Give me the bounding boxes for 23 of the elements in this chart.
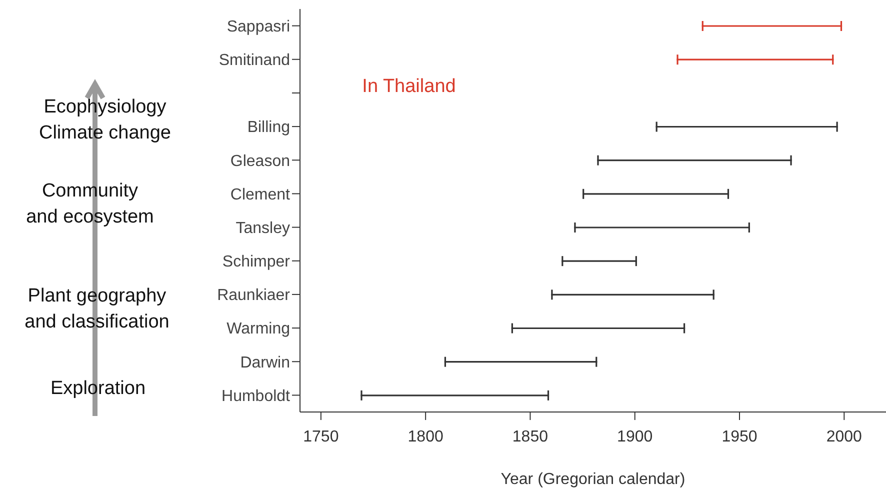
text: Ecophysiology Climate change [38, 95, 172, 145]
x-tick-label: 2000 [826, 428, 862, 446]
x-tick-label: 1900 [617, 428, 653, 446]
y-tick-label: Warming [226, 320, 290, 338]
y-tick-label: Schimper [222, 254, 291, 271]
y-tick-label: Gleason [230, 152, 290, 170]
x-tick-label: 1950 [722, 428, 758, 446]
y-tick-label: Raunkiaer [217, 287, 291, 304]
y-tick-label: Darwin [240, 354, 290, 372]
text: Exploration [50, 377, 146, 402]
x-axis-title: Year (Gregorian calendar) [500, 471, 686, 488]
text: Plant geography and classification [24, 284, 170, 334]
y-tick-label: Sappasri [226, 18, 290, 36]
y-tick-label: Billing [247, 119, 290, 136]
x-tick-label: 1800 [408, 428, 444, 446]
y-tick-label: Tansley [236, 220, 290, 237]
y-tick-label: Smitinand [218, 52, 290, 70]
y-tick-label: Clement [230, 186, 291, 204]
text: Community and ecosystem [26, 179, 154, 229]
annotation: In Thailand [362, 75, 456, 100]
x-tick-label: 1750 [303, 428, 339, 446]
y-tick-label: Humboldt [222, 388, 291, 405]
x-tick-label: 1850 [512, 428, 548, 446]
